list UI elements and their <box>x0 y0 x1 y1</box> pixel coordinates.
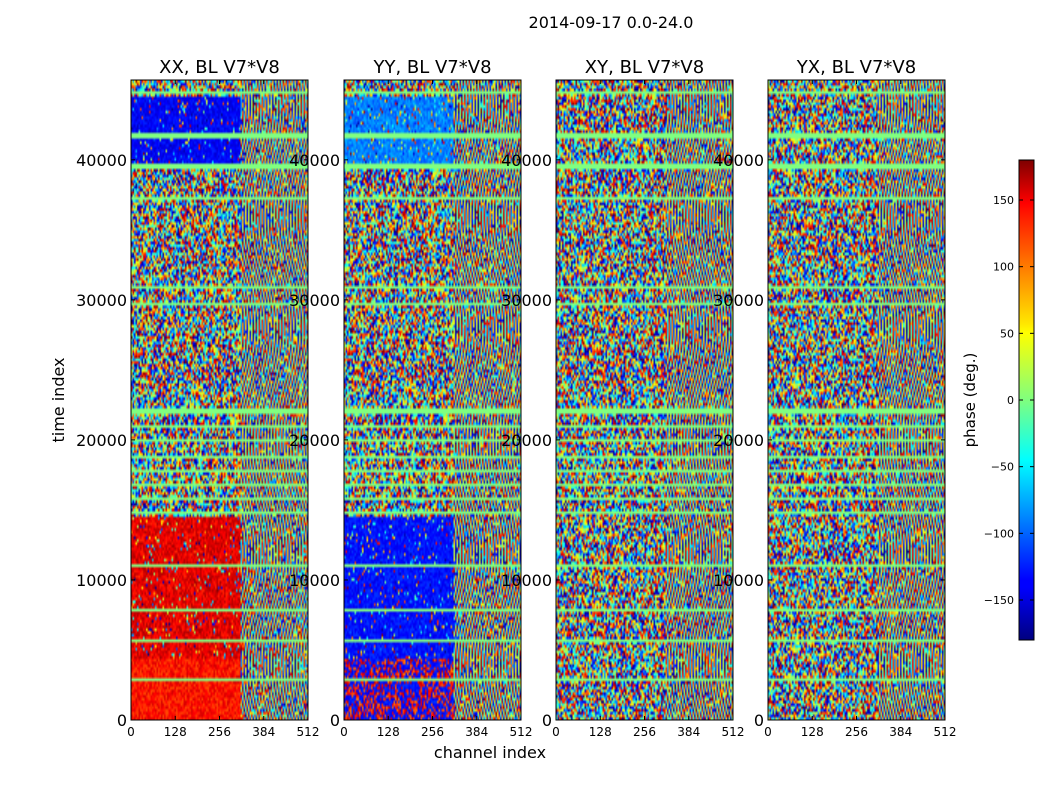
phase-heatmap-image <box>344 80 521 720</box>
y-tick-label: 40000 <box>76 151 127 170</box>
panel-xy: XY, BL V7*V8 0 128 256 384 512 0 10000 20000 3000… <box>501 57 744 739</box>
x-tick-label: 512 <box>297 725 320 739</box>
x-tick-label: 128 <box>801 725 824 739</box>
panel-title: XY, BL V7*V8 <box>585 57 704 78</box>
y-tick-label: 40000 <box>501 151 552 170</box>
x-tick-label: 384 <box>252 725 275 739</box>
y-tick-label: 10000 <box>713 571 764 590</box>
y-tick-label: 10000 <box>289 571 340 590</box>
y-tick-label: 20000 <box>289 431 340 450</box>
y-axis-label: time index <box>49 357 68 442</box>
y-tick-label: 10000 <box>76 571 127 590</box>
x-tick-label: 256 <box>208 725 231 739</box>
x-tick-label: 128 <box>589 725 612 739</box>
colorbar-tick-label: −50 <box>991 461 1014 474</box>
phase-heatmap-image <box>131 80 308 720</box>
x-tick-label: 512 <box>934 725 957 739</box>
y-tick-label: 10000 <box>501 571 552 590</box>
panels-group: XX, BL V7*V8 0 128 256 384 512 0 10000 20000 3000… <box>76 57 956 739</box>
x-tick-label: 128 <box>164 725 187 739</box>
y-tick-label: 30000 <box>289 291 340 310</box>
y-tick-label: 0 <box>542 711 552 730</box>
x-tick-label: 384 <box>889 725 912 739</box>
panel-yx: YX, BL V7*V8 0 128 256 384 512 0 10000 20000 3000… <box>713 57 956 739</box>
y-tick-label: 0 <box>117 711 127 730</box>
y-tick-label: 0 <box>330 711 340 730</box>
x-tick-label: 512 <box>510 725 533 739</box>
y-tick-label: 40000 <box>713 151 764 170</box>
colorbar-tick-label: 150 <box>993 194 1014 207</box>
y-tick-label: 30000 <box>501 291 552 310</box>
y-tick-label: 20000 <box>76 431 127 450</box>
x-tick-label: 384 <box>677 725 700 739</box>
x-tick-label: 0 <box>552 725 560 739</box>
x-tick-label: 384 <box>465 725 488 739</box>
panel-xx: XX, BL V7*V8 0 128 256 384 512 0 10000 20000 3000… <box>76 57 319 739</box>
panel-title: YY, BL V7*V8 <box>372 57 491 78</box>
x-tick-label: 0 <box>340 725 348 739</box>
x-tick-label: 0 <box>127 725 135 739</box>
colorbar-tick-label: 0 <box>1007 394 1014 407</box>
y-tick-label: 40000 <box>289 151 340 170</box>
phase-heatmap-image <box>556 80 733 720</box>
colorbar: 150 100 50 0 −50 −100 −150 <box>984 159 1035 641</box>
colorbar-tick-label: 100 <box>993 261 1014 274</box>
y-tick-label: 0 <box>754 711 764 730</box>
x-tick-label: 256 <box>845 725 868 739</box>
colorbar-tick-label: 50 <box>1000 327 1014 340</box>
x-tick-label: 256 <box>633 725 656 739</box>
y-tick-label: 30000 <box>76 291 127 310</box>
x-axis-label: channel index <box>434 743 546 762</box>
colorbar-label: phase (deg.) <box>961 353 979 448</box>
figure-suptitle: 2014-09-17 0.0-24.0 <box>529 13 694 32</box>
y-tick-label: 30000 <box>713 291 764 310</box>
x-tick-label: 256 <box>421 725 444 739</box>
panel-title: YX, BL V7*V8 <box>796 57 916 78</box>
x-tick-label: 512 <box>722 725 745 739</box>
colorbar-tick-label: −100 <box>984 527 1014 540</box>
x-tick-label: 128 <box>377 725 400 739</box>
y-tick-label: 20000 <box>713 431 764 450</box>
x-tick-label: 0 <box>764 725 772 739</box>
colorbar-tick-label: −150 <box>984 594 1014 607</box>
y-tick-label: 20000 <box>501 431 552 450</box>
phase-heatmap-image <box>768 80 945 720</box>
panel-yy: YY, BL V7*V8 0 128 256 384 512 0 10000 20000 3000… <box>289 57 532 739</box>
panel-title: XX, BL V7*V8 <box>159 57 280 78</box>
